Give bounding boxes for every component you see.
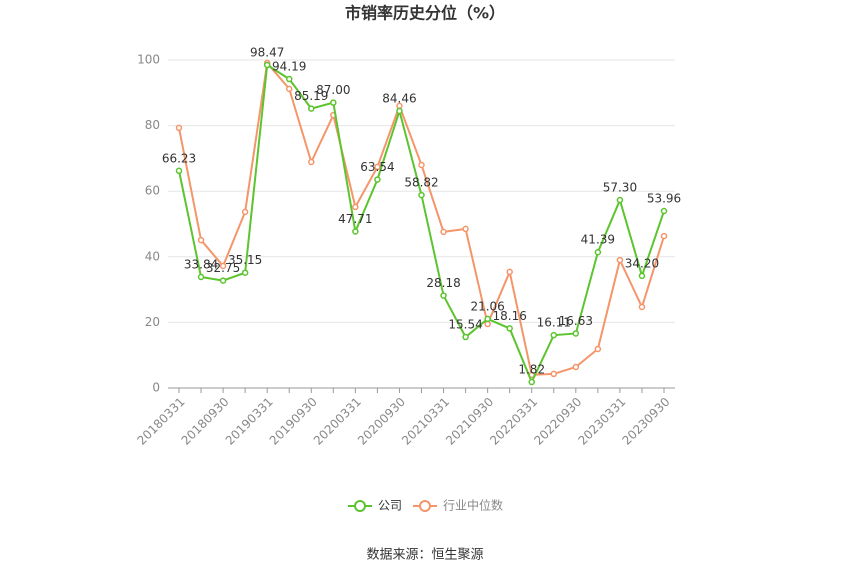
data-point	[418, 161, 425, 169]
data-point	[462, 333, 469, 341]
data-label: 16.11	[537, 316, 571, 330]
data-point	[352, 228, 359, 235]
data-label: 32.75	[206, 261, 240, 275]
data-label: 28.18	[426, 276, 460, 290]
data-label: 53.96	[647, 192, 681, 206]
data-label: 58.82	[404, 176, 438, 190]
data-point	[418, 191, 425, 199]
data-point	[638, 272, 646, 280]
legend: 公司 行业中位数	[348, 498, 503, 513]
y-tick-label: 80	[145, 118, 160, 132]
data-label: 18.16	[493, 309, 527, 323]
data-point	[550, 370, 558, 378]
legend-marker	[354, 500, 366, 512]
data-label: 63.54	[360, 160, 394, 174]
x-tick-label: 20230930	[620, 395, 673, 448]
data-point	[197, 236, 205, 244]
data-point	[330, 99, 337, 106]
series-line	[178, 63, 665, 385]
data-point	[175, 124, 183, 132]
y-tick-label: 40	[145, 249, 160, 263]
data-point	[219, 262, 227, 270]
y-tick-label: 0	[152, 381, 160, 395]
y-tick-label: 60	[145, 184, 160, 198]
data-point	[285, 85, 293, 93]
data-point	[352, 203, 359, 211]
data-label: 98.47	[250, 46, 284, 60]
data-label: 84.46	[382, 91, 416, 105]
data-point	[616, 196, 624, 204]
data-point	[462, 225, 469, 233]
data-point	[285, 75, 293, 83]
data-point	[660, 232, 668, 240]
data-label: 35.15	[228, 253, 262, 267]
data-point	[175, 167, 183, 175]
data-label: 15.54	[448, 318, 482, 332]
data-point	[396, 107, 403, 115]
y-tick-label: 100	[137, 53, 160, 67]
data-point	[241, 208, 249, 216]
data-label: 94.19	[272, 60, 306, 74]
data-label: 33.84	[184, 258, 218, 272]
data-label: 66.23	[162, 151, 196, 165]
data-point	[374, 176, 381, 183]
data-point	[440, 292, 447, 299]
legend-label: 行业中位数	[443, 498, 503, 513]
data-label: 47.71	[338, 212, 372, 226]
data-point	[308, 105, 315, 112]
data-point	[440, 228, 447, 236]
data-point	[660, 207, 668, 215]
data-point	[550, 331, 558, 339]
data-point	[484, 320, 491, 328]
data-point	[594, 248, 602, 256]
data-point	[308, 158, 315, 166]
data-label: 16.63	[559, 314, 593, 328]
data-point	[263, 61, 271, 69]
data-point	[219, 277, 227, 284]
data-point	[616, 256, 624, 264]
data-point	[241, 269, 249, 276]
data-point	[528, 378, 535, 386]
data-point	[374, 163, 381, 171]
legend-label: 公司	[378, 499, 402, 513]
data-label: 57.30	[603, 181, 637, 195]
y-tick-label: 20	[145, 315, 160, 329]
data-point	[197, 273, 205, 281]
chart-title: 市销率历史分位（%）	[345, 4, 505, 23]
data-point	[506, 268, 513, 276]
data-point	[572, 363, 580, 371]
data-point	[594, 345, 602, 353]
source-note: 数据来源：恒生聚源	[366, 548, 483, 563]
data-point	[638, 303, 646, 311]
data-point	[572, 330, 580, 337]
data-point	[484, 315, 491, 323]
data-label: 87.00	[316, 83, 350, 97]
data-point	[506, 325, 513, 332]
legend-marker	[419, 500, 431, 512]
data-label: 85.19	[294, 89, 328, 103]
data-label: 34.20	[625, 256, 659, 270]
data-label: 21.06	[470, 299, 504, 313]
data-label: 1.82	[518, 363, 545, 377]
data-label: 41.39	[581, 233, 615, 247]
